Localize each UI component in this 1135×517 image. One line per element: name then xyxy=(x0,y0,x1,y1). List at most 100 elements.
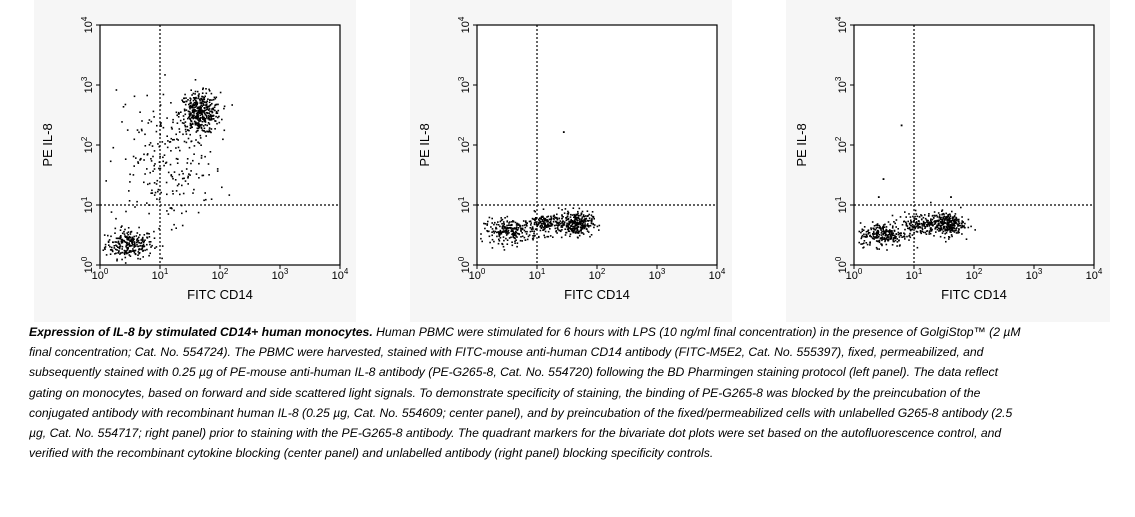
event-dot xyxy=(919,231,922,233)
event-dot xyxy=(936,224,938,227)
event-dot xyxy=(970,225,972,228)
event-dot xyxy=(905,221,907,223)
event-dot xyxy=(143,181,145,184)
event-dot xyxy=(875,236,877,238)
event-dot xyxy=(894,222,896,225)
y-tick-label: 104 xyxy=(80,16,95,33)
event-dot xyxy=(140,248,143,251)
event-dot xyxy=(195,121,197,123)
event-dot xyxy=(557,207,560,209)
event-dot xyxy=(865,233,867,236)
event-dot xyxy=(218,115,220,118)
event-dot xyxy=(949,225,952,227)
event-dot xyxy=(945,217,948,220)
event-dot xyxy=(946,218,949,220)
event-dot xyxy=(121,251,124,254)
event-dot xyxy=(936,228,939,231)
event-dot xyxy=(127,247,129,249)
event-dot xyxy=(554,216,556,218)
event-dot xyxy=(945,240,947,243)
event-dot xyxy=(893,221,895,223)
event-dot xyxy=(189,107,191,110)
event-dot xyxy=(559,220,562,222)
event-dot xyxy=(550,219,552,221)
event-dot xyxy=(940,227,943,230)
event-dot xyxy=(575,218,577,221)
event-dot xyxy=(185,109,188,111)
event-dot xyxy=(544,236,546,239)
event-dot xyxy=(164,143,166,145)
event-dot xyxy=(204,118,206,120)
event-dot xyxy=(540,217,542,219)
event-dot xyxy=(938,214,941,216)
event-dot xyxy=(193,145,196,147)
event-dot xyxy=(557,228,559,231)
event-dot xyxy=(140,239,142,241)
event-dot xyxy=(545,219,547,222)
event-dot xyxy=(873,231,875,234)
event-dot xyxy=(125,251,128,253)
event-dot xyxy=(105,180,107,182)
event-dot xyxy=(916,225,918,228)
event-dot xyxy=(174,179,177,181)
event-dot xyxy=(569,216,572,218)
event-dot xyxy=(919,230,922,232)
event-dot xyxy=(948,225,950,228)
event-dot xyxy=(895,226,897,228)
event-dot xyxy=(943,215,945,218)
event-dot xyxy=(889,230,891,233)
event-dot xyxy=(173,138,175,141)
event-dot xyxy=(581,210,584,213)
event-dot xyxy=(587,214,589,217)
event-dot xyxy=(912,215,914,218)
event-dot xyxy=(177,116,180,118)
event-dot xyxy=(123,240,126,243)
event-dot xyxy=(489,241,491,244)
event-dot xyxy=(878,227,880,229)
event-dot xyxy=(166,193,168,196)
event-dot xyxy=(197,97,199,100)
event-dot xyxy=(199,110,202,112)
event-dot xyxy=(192,99,195,102)
event-dot xyxy=(126,235,128,238)
event-dot xyxy=(584,218,586,220)
event-dot xyxy=(518,233,520,235)
event-dot xyxy=(955,217,958,220)
event-dot xyxy=(125,244,128,247)
event-dot xyxy=(953,221,955,223)
event-dot xyxy=(493,232,495,234)
event-dot xyxy=(158,145,161,148)
event-dot xyxy=(194,79,197,81)
event-dot xyxy=(129,244,132,247)
event-dot xyxy=(202,118,204,120)
event-dot xyxy=(934,228,936,230)
event-dot xyxy=(198,108,201,110)
event-dot xyxy=(928,224,931,226)
event-dot xyxy=(584,221,586,223)
event-dot xyxy=(190,170,192,172)
event-dot xyxy=(149,241,152,243)
event-dot xyxy=(181,177,184,180)
event-dot xyxy=(206,108,208,111)
event-dot xyxy=(116,258,118,261)
event-dot xyxy=(555,220,557,223)
event-dot xyxy=(133,138,136,141)
event-dot xyxy=(929,230,931,232)
event-dot xyxy=(188,111,191,113)
event-dot xyxy=(553,224,556,227)
event-dot xyxy=(154,247,156,249)
event-dot xyxy=(880,234,883,236)
event-dot xyxy=(194,104,197,106)
event-dot xyxy=(187,137,190,140)
event-dot xyxy=(148,182,151,185)
event-dot xyxy=(178,111,180,114)
event-dot xyxy=(915,218,918,220)
event-dot xyxy=(961,224,963,227)
event-dot xyxy=(136,237,139,240)
event-dot xyxy=(200,154,203,157)
event-dot xyxy=(124,158,127,160)
event-dot xyxy=(131,240,134,243)
event-dot xyxy=(109,160,112,163)
event-dot xyxy=(948,217,951,219)
event-dot xyxy=(871,237,874,239)
